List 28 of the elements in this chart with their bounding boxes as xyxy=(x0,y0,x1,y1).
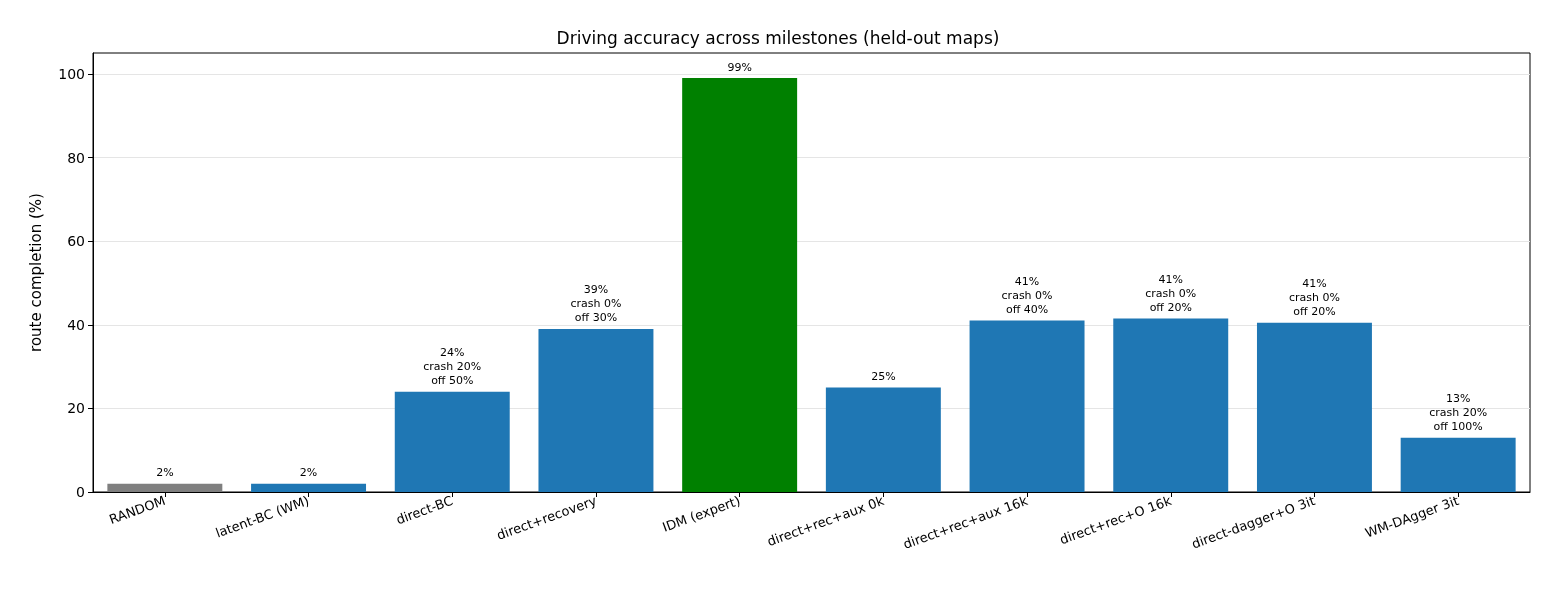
data-label: 13% crash 20% off 100% xyxy=(1429,392,1488,434)
y-axis-title: route completion (%) xyxy=(26,193,45,352)
y-tick-label: 60 xyxy=(67,233,85,250)
y-tick-label: 20 xyxy=(67,400,85,417)
data-label: 41% crash 0% off 20% xyxy=(1288,277,1340,319)
bar xyxy=(107,483,223,492)
bar xyxy=(969,320,1085,492)
bar xyxy=(394,391,510,492)
y-tick-label: 40 xyxy=(67,316,85,333)
bar xyxy=(251,483,367,492)
bar xyxy=(1400,437,1516,492)
chart-title: Driving accuracy across milestones (held-out maps) xyxy=(556,27,1000,48)
data-label: 2% xyxy=(156,466,174,480)
data-label: 39% crash 0% off 30% xyxy=(570,283,622,325)
y-tick-label: 100 xyxy=(58,65,85,82)
bar xyxy=(1113,318,1229,492)
bar xyxy=(538,328,654,492)
data-label: 25% xyxy=(871,369,896,383)
data-label: 41% crash 0% off 20% xyxy=(1145,272,1197,314)
data-label: 99% xyxy=(727,60,752,74)
data-label: 24% crash 20% off 50% xyxy=(423,346,482,388)
data-label: 41% crash 0% off 40% xyxy=(1001,275,1053,317)
data-label: 2% xyxy=(299,466,318,480)
bar xyxy=(825,387,941,492)
y-tick-label: 80 xyxy=(67,149,85,166)
bar xyxy=(682,78,798,492)
bar xyxy=(1256,322,1372,492)
y-tick-label: 0 xyxy=(76,484,85,500)
